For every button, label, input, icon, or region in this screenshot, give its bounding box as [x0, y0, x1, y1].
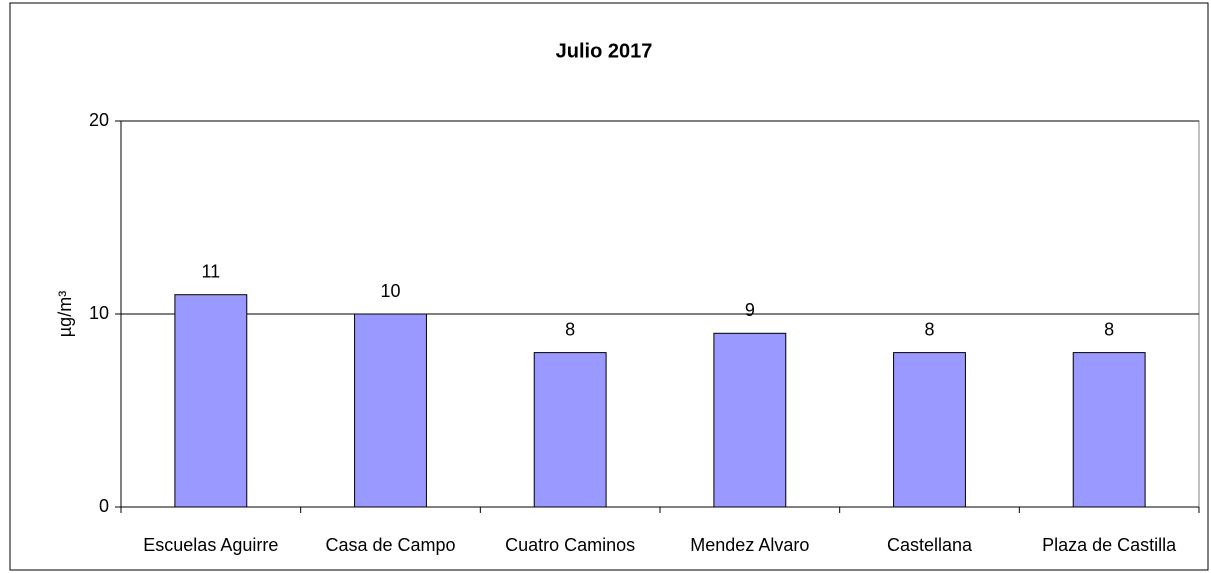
data-label: 8	[924, 319, 934, 339]
bar	[354, 313, 427, 508]
bar	[713, 332, 787, 508]
bar	[1072, 352, 1146, 508]
data-label: 9	[745, 300, 755, 320]
x-tick-label: Mendez Alvaro	[690, 535, 809, 555]
x-tick-label: Castellana	[887, 535, 973, 555]
data-label: 8	[1104, 319, 1114, 339]
x-tick-label: Escuelas Aguirre	[143, 535, 278, 555]
chart-title: Julio 2017	[556, 40, 653, 62]
bar	[533, 352, 607, 508]
bar	[893, 352, 966, 508]
y-axis-label: µg/m³	[55, 291, 75, 337]
data-label: 10	[380, 281, 400, 301]
y-tick-label: 0	[99, 496, 109, 516]
x-tick-label: Cuatro Caminos	[505, 535, 635, 555]
y-tick-label: 10	[89, 303, 109, 323]
y-tick-label: 20	[89, 110, 109, 130]
data-label: 8	[565, 319, 575, 339]
x-tick-label: Casa de Campo	[325, 535, 455, 555]
data-label: 11	[201, 261, 220, 281]
bar	[174, 294, 248, 508]
x-tick-label: Plaza de Castilla	[1042, 535, 1177, 555]
